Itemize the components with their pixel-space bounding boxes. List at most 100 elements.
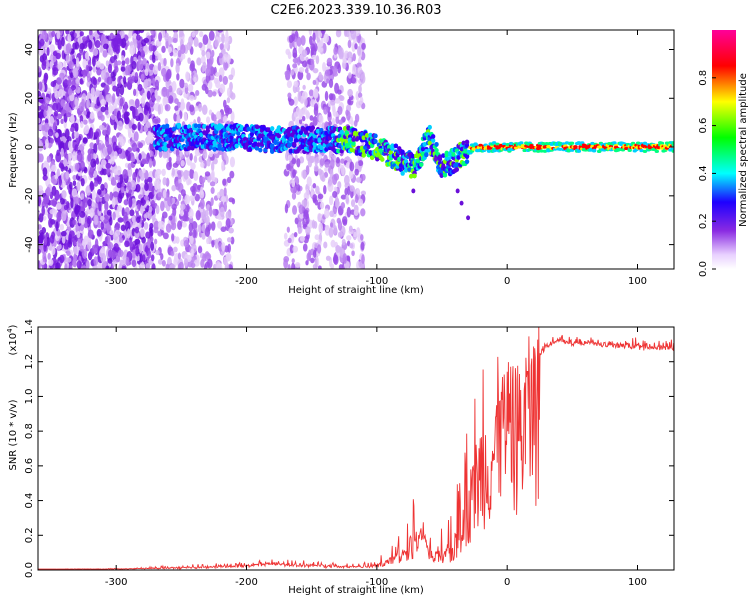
spectrogram-ridge-cell (217, 143, 222, 149)
spectrogram-cell (67, 79, 72, 87)
spectrogram-cell (74, 162, 80, 171)
spectrogram-cell (140, 158, 147, 165)
spectrogram-cell (112, 93, 116, 103)
spectrogram-y-tick-label: -40 (24, 236, 35, 252)
spectrogram-cell (168, 95, 174, 104)
spectrogram-cell (150, 241, 155, 251)
spectrogram-cell (315, 55, 320, 65)
spectrogram-cell (317, 47, 324, 53)
colorbar-tick-label: 0.6 (698, 118, 709, 134)
spectrogram-cell (147, 176, 153, 183)
spectrogram-cell (116, 110, 121, 121)
spectrogram-cell (327, 111, 332, 118)
spectrogram-cell (287, 51, 292, 60)
spectrogram-cell (61, 190, 67, 199)
spectrogram-cell (226, 87, 231, 98)
spectrogram-cell (296, 184, 301, 192)
spectrogram-ridge-cell (288, 136, 294, 142)
spectrogram-cell (355, 161, 359, 169)
spectrogram-cell (312, 249, 317, 258)
spectrogram-cell (119, 97, 124, 107)
spectrogram-cell (359, 234, 364, 241)
spectrogram-cell (136, 216, 141, 224)
spectrogram-ridge-cell (612, 141, 617, 145)
spectrogram-cell (219, 188, 225, 197)
spectrogram-cell (102, 214, 109, 224)
spectrogram-cell (358, 84, 362, 94)
spectrogram-cell (315, 185, 320, 195)
spectrogram-cell (184, 194, 191, 206)
spectrogram-cell (82, 238, 89, 245)
spectrogram-cell (80, 177, 85, 187)
spectrogram-cell (298, 109, 303, 121)
spectrogram-outlier (459, 200, 464, 206)
spectrogram-cell (44, 208, 49, 216)
spectrogram-cell (137, 121, 141, 132)
spectrogram-cell (104, 109, 109, 116)
spectrogram-cell (67, 87, 73, 96)
spectrogram-cell (324, 90, 329, 102)
spectrogram-cell (119, 237, 124, 243)
spectrogram-cell (313, 164, 319, 172)
spectrogram-cell (120, 66, 126, 72)
spectrogram-cell (96, 228, 102, 237)
spectrogram-cell (109, 216, 113, 226)
spectrogram-cell (167, 46, 173, 54)
spectrogram-cell (38, 66, 41, 73)
spectrogram-cell (65, 54, 71, 64)
colorbar-tick-label: 0.4 (698, 165, 709, 181)
spectrogram-cell (205, 215, 210, 226)
spectrogram-cell (79, 210, 86, 218)
spectrogram-cell (157, 191, 163, 198)
spectrogram-cell (292, 47, 298, 58)
spectrogram-cell (39, 232, 45, 241)
spectrogram-cell (309, 115, 314, 121)
spectrogram-cell (102, 146, 109, 157)
spectrogram-cell (346, 235, 352, 241)
spectrogram-cell (223, 53, 228, 63)
spectrogram-cell (137, 59, 144, 71)
spectrogram-ridge-cell (400, 170, 405, 176)
spectrogram-cell (105, 86, 109, 97)
spectrogram-ridge-cell (176, 122, 182, 128)
spectrogram-cell (53, 110, 59, 117)
spectrogram-cell (138, 243, 143, 254)
spectrogram-cell (136, 34, 141, 41)
spectrogram-cell (123, 211, 128, 221)
spectrogram-cell (38, 248, 41, 255)
spectrogram-cell (144, 78, 149, 89)
spectrogram-cell (115, 33, 122, 45)
spectrogram-cell (120, 186, 125, 194)
spectrogram-cell (226, 97, 231, 104)
spectrogram-cell (140, 261, 145, 269)
spectrogram-cell (130, 55, 134, 66)
spectrogram-cell (206, 158, 211, 167)
spectrogram-cell (91, 189, 96, 201)
spectrogram-cell (54, 189, 60, 201)
spectrogram-cell (38, 117, 41, 124)
spectrogram-ridge-cell (276, 133, 282, 139)
spectrogram-cell (328, 120, 332, 126)
spectrogram-cell (286, 80, 293, 89)
spectrogram-cell (49, 191, 54, 200)
spectrogram-cell (134, 226, 140, 234)
spectrogram-ridge-cell (430, 134, 436, 139)
spectrogram-cell (72, 174, 77, 181)
spectrogram-cell (163, 57, 167, 67)
spectrogram-cell (82, 248, 88, 259)
spectrogram-cell (324, 69, 331, 77)
spectrogram-cell (152, 158, 156, 167)
spectrogram-cell (305, 260, 309, 266)
spectrogram-ridge-cell (569, 141, 575, 145)
spectrogram-cell (353, 209, 359, 216)
spectrogram-cell (227, 243, 231, 253)
spectrogram-cell (183, 258, 189, 267)
spectrogram-cell (72, 246, 79, 256)
spectrogram-cell (141, 39, 147, 47)
spectrogram-cell (88, 128, 94, 139)
spectrogram-cell (74, 83, 79, 91)
spectrogram-cell (326, 57, 333, 66)
spectrogram-cell (72, 219, 77, 225)
spectrogram-cell (173, 246, 178, 253)
spectrogram-cell (60, 230, 67, 237)
